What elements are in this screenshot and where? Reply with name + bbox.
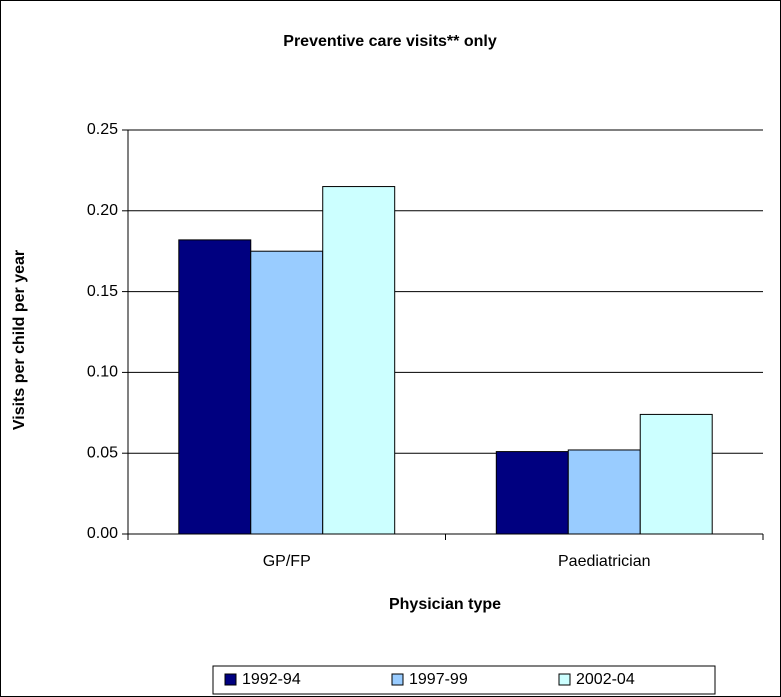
- bar: [639, 413, 713, 535]
- y-tick-label: 0.20: [87, 202, 118, 219]
- bar: [178, 239, 252, 535]
- legend-swatch: [391, 673, 404, 686]
- x-tick-label: GP/FP: [263, 553, 311, 570]
- y-tick-label: 0.15: [87, 283, 118, 300]
- legend-swatch: [224, 673, 237, 686]
- x-axis-title: Physician type: [389, 596, 501, 613]
- legend-label: 2002-04: [576, 671, 635, 688]
- legend-box: [212, 665, 716, 695]
- legend-swatch: [558, 673, 571, 686]
- bar: [322, 186, 396, 535]
- y-tick-label: 0.05: [87, 444, 118, 461]
- x-tick-label: Paediatrician: [558, 553, 651, 570]
- y-tick-label: 0.25: [87, 121, 118, 138]
- y-axis-title: Visits per child per year: [11, 250, 28, 430]
- chart-title: Preventive care visits** only: [283, 33, 497, 50]
- legend-label: 1992-94: [242, 671, 301, 688]
- y-tick-label: 0.00: [87, 525, 118, 542]
- bar: [250, 250, 324, 535]
- bar: [495, 451, 569, 535]
- legend-label: 1997-99: [409, 671, 468, 688]
- bar: [567, 449, 641, 535]
- y-tick-label: 0.10: [87, 364, 118, 381]
